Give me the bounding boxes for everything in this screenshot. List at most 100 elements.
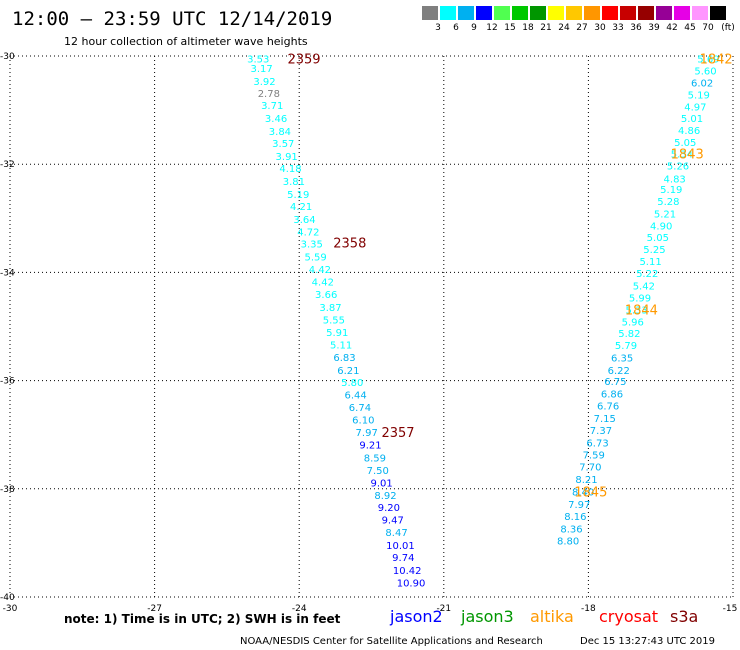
color-scale-swatch (566, 6, 582, 20)
color-scale-swatch (476, 6, 492, 20)
pass-time-label: 2357 (381, 426, 414, 441)
color-scale-label: 39 (648, 23, 660, 33)
satellite-legend-entry: jason2 (390, 607, 443, 626)
x-tick-label: -30 (3, 604, 18, 614)
y-tick-label: -32 (0, 160, 15, 170)
wave-height-label: 3.53 (247, 55, 269, 66)
wave-height-label: 5.55 (323, 315, 345, 326)
wave-height-label: 4.97 (684, 102, 706, 113)
wave-height-label: 7.15 (594, 414, 616, 425)
color-scale-swatch (692, 6, 708, 20)
y-tick-label: -38 (0, 485, 15, 495)
wave-height-label: 8.16 (564, 512, 586, 523)
color-scale-label: 24 (558, 23, 570, 33)
pass-time-label: 1842 (700, 53, 733, 68)
y-tick-label: -36 (0, 377, 15, 387)
satellite-legend-entry: altika (530, 607, 574, 626)
wave-height-label: 5.80 (341, 378, 363, 389)
wave-height-label: 3.17 (250, 64, 272, 75)
wave-height-label: 7.70 (579, 463, 601, 474)
wave-height-label: 7.50 (367, 466, 389, 477)
x-tick-label: -24 (292, 604, 307, 614)
wave-height-label: 5.79 (615, 341, 637, 352)
wave-height-label: 5.96 (622, 318, 644, 329)
wave-height-label: 7.59 (583, 451, 605, 462)
wave-height-label: 5.91 (326, 328, 348, 339)
wave-height-label: 3.57 (272, 139, 294, 150)
pass-time-label: 1844 (625, 304, 658, 319)
generated-timestamp: Dec 15 13:27:43 UTC 2019 (580, 636, 715, 647)
y-tick-label: -40 (0, 593, 15, 603)
wave-height-label: 9.74 (392, 553, 414, 564)
wave-height-label: 5.59 (304, 253, 326, 264)
color-scale-swatch (494, 6, 510, 20)
y-tick-label: -34 (0, 268, 15, 278)
color-scale-swatch (620, 6, 636, 20)
color-scale-swatch (512, 6, 528, 20)
wave-height-label: 3.66 (315, 290, 337, 301)
color-scale-label: 21 (540, 23, 552, 33)
wave-height-label: 10.01 (386, 541, 415, 552)
wave-height-label: 6.83 (333, 353, 355, 364)
wave-height-label: 5.99 (629, 293, 651, 304)
wave-height-label: 5.19 (660, 185, 682, 196)
wave-height-label: 5.26 (667, 161, 689, 172)
wave-height-label: 5.11 (330, 340, 352, 351)
wave-height-label: 6.21 (337, 366, 359, 377)
wave-height-label: 9.20 (378, 503, 400, 514)
wave-height-label: 6.74 (349, 403, 371, 414)
wave-height-label: 5.82 (618, 329, 640, 340)
wave-height-label: 4.42 (309, 265, 331, 276)
wave-height-label: 5.21 (654, 209, 676, 220)
wave-height-label: 6.10 (352, 416, 374, 427)
color-scale-label: 70 (702, 23, 714, 33)
color-scale-swatch (440, 6, 456, 20)
color-scale-swatch (584, 6, 600, 20)
pass-time-label: 1845 (574, 486, 607, 501)
wave-height-label: 6.86 (601, 390, 623, 401)
wave-height-label: 5.01 (681, 114, 703, 125)
color-scale-swatch (638, 6, 654, 20)
color-scale-swatch (656, 6, 672, 20)
wave-height-label: 5.11 (639, 257, 661, 268)
color-scale-label: 42 (666, 23, 678, 33)
wave-height-label: 4.42 (312, 278, 334, 289)
color-scale-swatch (530, 6, 546, 20)
satellite-legend-entry: cryosat (599, 607, 659, 626)
wave-height-label: 5.33 (625, 306, 647, 317)
credit-line: NOAA/NESDIS Center for Satellite Applica… (240, 636, 543, 647)
wave-height-label: 6.02 (691, 79, 713, 90)
wave-height-label: 3.84 (269, 127, 291, 138)
chart-subtitle: 12 hour collection of altimeter wave hei… (64, 35, 308, 48)
wave-height-label: 8.21 (575, 475, 597, 486)
wave-height-label: 5.25 (643, 245, 665, 256)
wave-height-label: 6.73 (586, 438, 608, 449)
color-scale-label: 15 (504, 23, 516, 33)
wave-height-label: 10.42 (393, 566, 422, 577)
satellite-legend-entry: jason3 (461, 607, 514, 626)
wave-height-label: 6.35 (611, 353, 633, 364)
y-tick-label: -30 (0, 52, 15, 62)
x-tick-label: -15 (723, 604, 738, 614)
satellite-legend-entry: s3a (670, 607, 699, 626)
wave-height-label: 7.37 (590, 426, 612, 437)
wave-height-label: 5.19 (287, 190, 309, 201)
wave-height-label: 2.78 (258, 89, 280, 100)
wave-height-label: 3.46 (265, 114, 287, 125)
color-scale-swatch (674, 6, 690, 20)
footer-note: note: 1) Time is in UTC; 2) SWH is in fe… (64, 612, 341, 626)
pass-time-label: 2358 (333, 237, 366, 252)
wave-height-label: 3.71 (261, 101, 283, 112)
color-scale-label: 33 (612, 23, 624, 33)
wave-height-label: 6.76 (597, 401, 619, 412)
wave-height-label: 3.81 (283, 177, 305, 188)
color-scale-label: 18 (522, 23, 534, 33)
wave-height-label: 5.34 (671, 149, 693, 160)
wave-height-label: 7.97 (356, 428, 378, 439)
wave-height-label: 3.35 (301, 240, 323, 251)
wave-height-label: 4.18 (279, 164, 301, 175)
color-scale-swatch (548, 6, 564, 20)
wave-height-label: 6.22 (608, 366, 630, 377)
color-scale-label: 36 (630, 23, 642, 33)
color-scale-label: 3 (435, 23, 441, 33)
